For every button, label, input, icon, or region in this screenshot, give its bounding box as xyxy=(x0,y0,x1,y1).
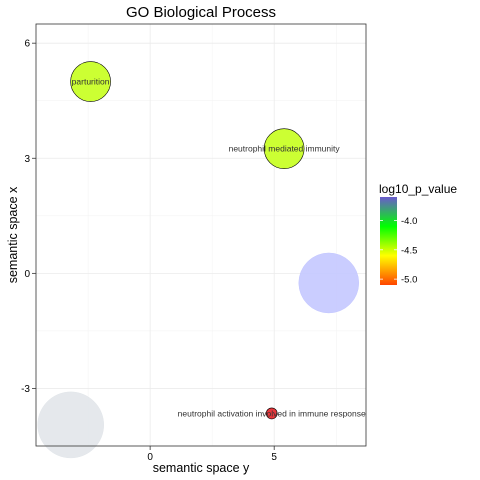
y-tick-label: 6 xyxy=(24,39,30,50)
bubble xyxy=(70,61,111,102)
x-axis-title: semantic space y xyxy=(153,461,250,475)
bubble-layer xyxy=(37,61,360,459)
y-tick-label: 3 xyxy=(24,154,30,165)
legend-tick-label: -5.0 xyxy=(401,275,417,286)
plot-border xyxy=(35,23,367,447)
legend-colorbar xyxy=(380,197,397,285)
x-tick-label: 0 xyxy=(147,452,153,463)
bubble xyxy=(37,391,104,459)
y-axis-ticks: -3 0 3 6 xyxy=(21,39,36,395)
bubble-label: neutrophil activation involved in immune… xyxy=(178,408,366,418)
legend-tick-label: -4.0 xyxy=(401,216,417,227)
chart-title: GO Biological Process xyxy=(126,4,276,21)
y-tick-label: -3 xyxy=(21,384,30,395)
bubble-label: parturition xyxy=(72,77,110,87)
bubble xyxy=(263,128,305,169)
x-tick-label: 5 xyxy=(271,452,277,463)
bubble-label: neutrophil mediated immunity xyxy=(229,144,341,154)
legend-ticks: -4.0 -4.5 -5.0 xyxy=(380,216,417,286)
y-tick-label: 0 xyxy=(24,269,30,280)
y-axis-title: semantic space x xyxy=(6,186,20,283)
bubble-label-layer: parturition neutrophil mediated immunity n… xyxy=(72,77,366,419)
bubble xyxy=(298,252,360,314)
bubble xyxy=(265,407,278,420)
legend-tick-label: -4.5 xyxy=(401,245,417,256)
color-legend: log10_p_value -4.0 -4.5 -5.0 xyxy=(379,182,457,286)
legend-title: log10_p_value xyxy=(379,182,457,196)
